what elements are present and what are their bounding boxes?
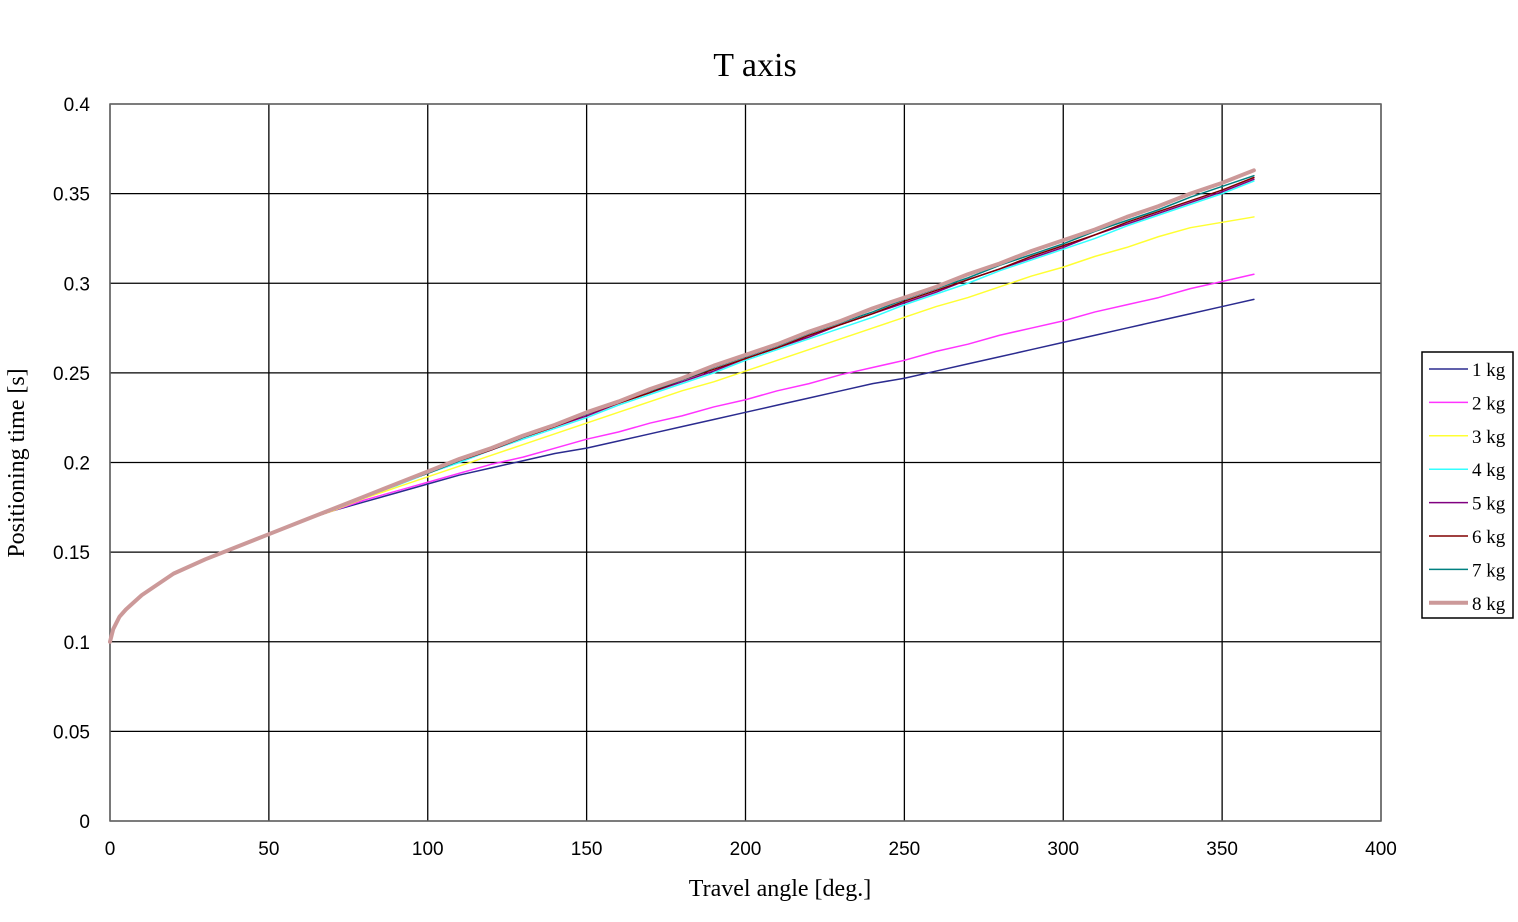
legend-label: 3 kg <box>1472 427 1506 448</box>
x-tick-label: 250 <box>889 839 921 860</box>
series-line-6 <box>109 176 1255 643</box>
x-tick-label: 350 <box>1206 839 1238 860</box>
grid <box>109 103 1382 822</box>
y-tick-label: 0.1 <box>64 633 90 654</box>
series-line-3 <box>109 216 1255 643</box>
y-tick-label: 0.05 <box>53 722 90 743</box>
legend-label: 1 kg <box>1472 360 1506 381</box>
y-tick-label: 0.35 <box>53 185 90 206</box>
y-tick-label: 0.3 <box>64 274 90 295</box>
legend-label: 4 kg <box>1472 460 1506 481</box>
y-tick-label: 0.25 <box>53 364 90 385</box>
chart-title: T axis <box>713 47 796 84</box>
x-tick-label: 150 <box>571 839 603 860</box>
series-line-2 <box>109 273 1255 643</box>
legend-label: 6 kg <box>1472 527 1506 548</box>
y-tick-label: 0.4 <box>64 95 91 116</box>
y-tick-labels: 0 0.05 0.1 0.15 0.2 0.25 0.3 0.35 0.4 <box>53 95 90 833</box>
x-tick-label: 300 <box>1047 839 1079 860</box>
y-axis-label: Positioning time [s] <box>4 368 30 557</box>
series-line-4 <box>109 180 1255 643</box>
x-tick-label: 100 <box>412 839 444 860</box>
x-axis-label: Travel angle [deg.] <box>689 876 871 902</box>
y-tick-label: 0.15 <box>53 543 90 564</box>
y-tick-label: 0 <box>79 812 90 833</box>
legend-label: 7 kg <box>1472 560 1506 581</box>
legend-label: 2 kg <box>1472 393 1506 414</box>
legend-box <box>1421 351 1514 619</box>
y-tick-label: 0.2 <box>64 454 90 475</box>
plot-area-frame <box>109 103 1382 822</box>
legend-label: 8 kg <box>1472 594 1506 615</box>
series-line-1 <box>109 298 1255 643</box>
legend: 1 kg 2 kg 3 kg 4 kg 5 kg 6 kg 7 kg 8 kg <box>1421 351 1514 619</box>
x-tick-label: 50 <box>258 839 279 860</box>
series-line-7 <box>109 174 1255 643</box>
series-lines <box>108 168 1256 644</box>
x-tick-labels: 0 50 100 150 200 250 300 350 400 <box>105 839 1397 860</box>
x-tick-label: 200 <box>730 839 762 860</box>
series-line-8 <box>108 168 1256 644</box>
legend-label: 5 kg <box>1472 494 1506 515</box>
x-tick-label: 0 <box>105 839 116 860</box>
series-line-5 <box>109 178 1255 643</box>
x-tick-label: 400 <box>1365 839 1397 860</box>
